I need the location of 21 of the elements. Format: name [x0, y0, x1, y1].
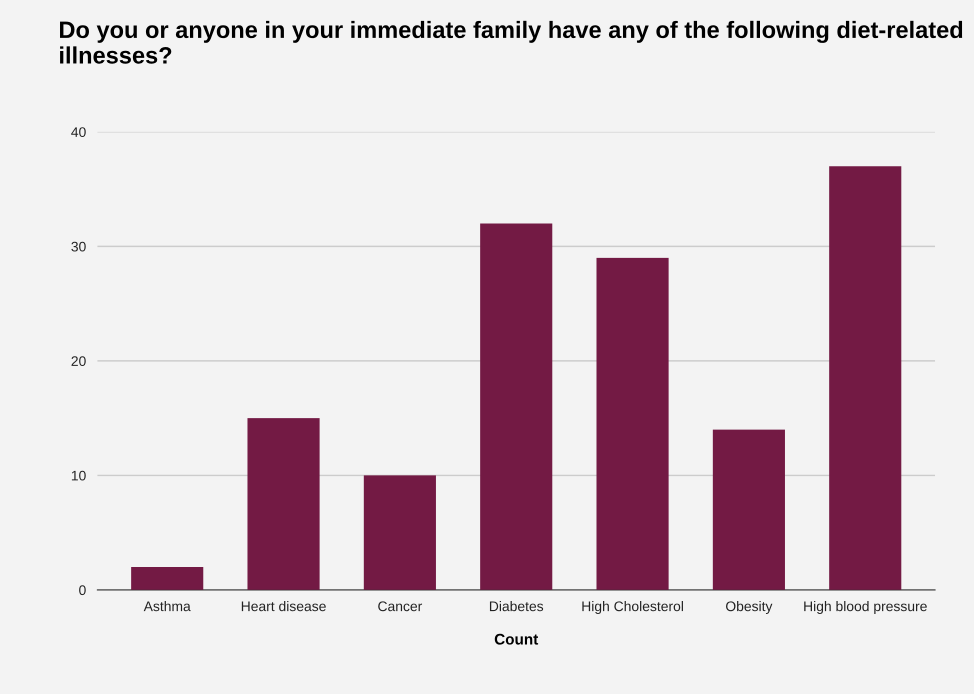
- y-tick-label: 40: [71, 127, 86, 138]
- x-tick-label: High blood pressure: [804, 601, 927, 614]
- y-tick-label: 0: [79, 585, 86, 596]
- x-tick-label: Obesity: [726, 601, 772, 614]
- x-tick-label: High Cholesterol: [582, 601, 683, 614]
- chart-title: Do you or anyone in your immediate family have any of the following diet-related illnesses?: [60, 20, 962, 64]
- bar: [480, 223, 552, 590]
- bar: [364, 475, 436, 590]
- y-tick-label: 30: [71, 242, 86, 252]
- bar: [247, 418, 320, 590]
- x-tick-label: Heart disease: [242, 601, 326, 612]
- bar: [596, 258, 669, 590]
- y-tick-label: 20: [72, 356, 86, 366]
- bar: [829, 166, 902, 590]
- x-tick-label: Asthma: [144, 601, 191, 612]
- bar: [712, 430, 785, 590]
- x-tick-label: Diabetes: [490, 601, 544, 612]
- bar: [131, 567, 204, 590]
- x-tick-label: Cancer: [378, 601, 422, 612]
- y-tick-label: 10: [72, 470, 86, 481]
- x-axis-title: Count: [494, 634, 538, 645]
